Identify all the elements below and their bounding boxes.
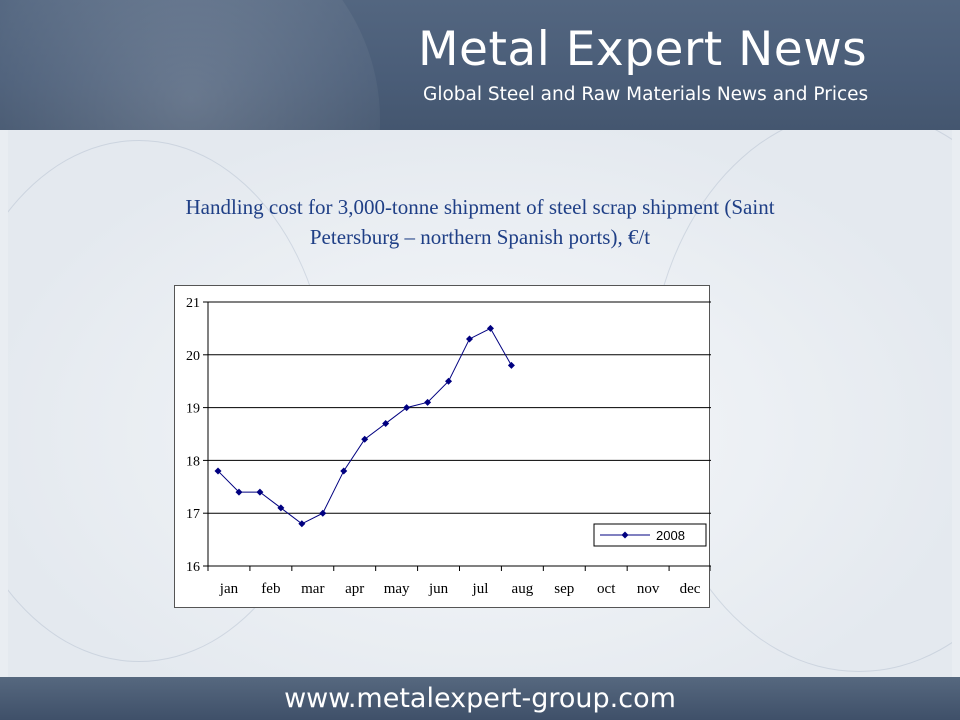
globe-decoration — [0, 0, 380, 130]
data-point — [298, 520, 306, 528]
data-point — [361, 435, 369, 443]
data-point — [214, 467, 222, 475]
y-tick-label: 17 — [186, 507, 200, 522]
x-tick-label: dec — [680, 581, 701, 597]
x-tick-label: jan — [219, 581, 239, 597]
series-line-2008 — [217, 327, 512, 525]
y-tick-label: 20 — [186, 349, 200, 364]
brand-subtitle: Global Steel and Raw Materials News and … — [423, 84, 869, 105]
x-tick-label: mar — [301, 581, 324, 597]
x-tick-label: apr — [345, 581, 364, 597]
header-banner: Metal Expert News Global Steel and Raw M… — [0, 0, 960, 130]
y-tick-label: 16 — [186, 560, 200, 575]
x-tick-label: jun — [428, 581, 449, 597]
data-point — [445, 377, 453, 385]
footer-url: www.metalexpert-group.com — [284, 683, 676, 714]
data-point — [424, 398, 432, 406]
legend-label: 2008 — [656, 528, 685, 543]
legend-marker — [621, 531, 629, 539]
x-tick-label: feb — [261, 581, 280, 597]
chart-title-line-2: Petersburg – northern Spanish ports), €/… — [309, 225, 651, 249]
y-tick-label: 19 — [186, 402, 200, 417]
x-tick-label: may — [384, 581, 410, 597]
data-point — [235, 488, 243, 496]
data-point — [403, 404, 411, 412]
chart-title-line-1: Handling cost for 3,000-tonne shipment o… — [185, 195, 775, 219]
brand-title: Metal Expert News — [418, 22, 868, 77]
x-tick-label: oct — [597, 581, 616, 597]
data-point — [340, 467, 348, 475]
x-tick-label: sep — [554, 581, 574, 597]
x-tick-label: aug — [512, 581, 534, 597]
y-tick-label: 18 — [186, 454, 200, 469]
x-tick-label: nov — [637, 581, 660, 597]
data-point — [277, 504, 285, 512]
data-point — [382, 419, 390, 427]
y-tick-label: 21 — [186, 296, 200, 311]
data-point — [507, 361, 515, 369]
line-chart: 16 17 18 19 20 21 jan feb mar apr may jun jul aug sep o… — [186, 296, 711, 597]
data-point — [486, 324, 494, 332]
footer-banner: www.metalexpert-group.com — [0, 677, 960, 720]
data-point — [319, 509, 327, 517]
data-point — [466, 335, 473, 343]
chart-title: Handling cost for 3,000-tonne shipment o… — [0, 192, 960, 252]
x-tick-label: jul — [472, 581, 489, 597]
data-point — [256, 488, 264, 496]
chart-area: 16 17 18 19 20 21 jan feb mar apr may jun jul aug sep o… — [174, 285, 711, 608]
